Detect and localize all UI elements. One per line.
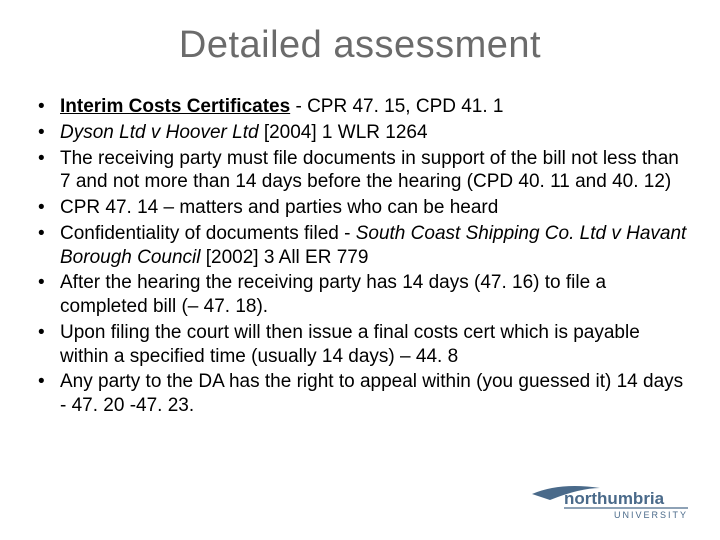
bullet-text: CPR 47. 14 – matters and parties who can… — [60, 197, 498, 218]
bullet-list: Interim Costs Certificates - CPR 47. 15,… — [28, 95, 692, 418]
bullet-text: Any party to the DA has the right to app… — [60, 371, 683, 416]
bullet-text: Dyson Ltd v Hoover Ltd — [60, 122, 264, 143]
slide: Detailed assessment Interim Costs Certif… — [0, 0, 720, 540]
bullet-text: After the hearing the receiving party ha… — [60, 272, 606, 317]
bullet-text: [2002] 3 All ER 779 — [206, 247, 369, 268]
slide-title: Detailed assessment — [28, 24, 692, 67]
bullet-text: - CPR 47. 15, CPD 41. 1 — [290, 96, 503, 117]
northumbria-logo: northumbria UNIVERSITY — [530, 478, 690, 522]
bullet-item: After the hearing the receiving party ha… — [60, 271, 692, 319]
logo-text-top: northumbria — [564, 489, 665, 508]
bullet-item: Dyson Ltd v Hoover Ltd [2004] 1 WLR 1264 — [60, 121, 692, 145]
bullet-text: Upon filing the court will then issue a … — [60, 322, 640, 367]
bullet-text: Confidentiality of documents filed - — [60, 223, 356, 244]
bullet-item: The receiving party must file documents … — [60, 147, 692, 195]
bullet-text: The receiving party must file documents … — [60, 148, 679, 193]
bullet-text: Interim Costs Certificates — [60, 96, 290, 117]
bullet-text: [2004] 1 WLR 1264 — [264, 122, 428, 143]
bullet-item: Upon filing the court will then issue a … — [60, 321, 692, 369]
bullet-item: CPR 47. 14 – matters and parties who can… — [60, 196, 692, 220]
logo-text-bottom: UNIVERSITY — [614, 510, 688, 520]
bullet-item: Any party to the DA has the right to app… — [60, 370, 692, 418]
bullet-item: Confidentiality of documents filed - Sou… — [60, 222, 692, 270]
bullet-item: Interim Costs Certificates - CPR 47. 15,… — [60, 95, 692, 119]
